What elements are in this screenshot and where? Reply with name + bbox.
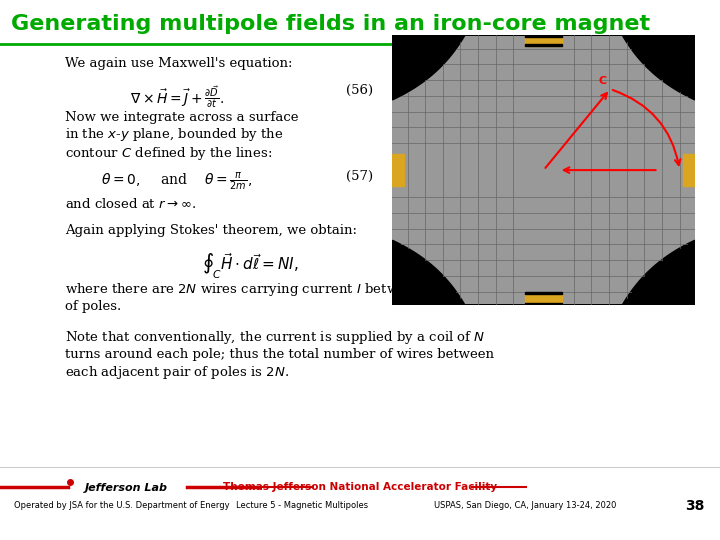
Text: and closed at $r \rightarrow \infty$.: and closed at $r \rightarrow \infty$.: [65, 197, 196, 211]
Bar: [526, 44, 562, 46]
Polygon shape: [549, 240, 695, 540]
Text: (57): (57): [346, 170, 373, 183]
Bar: [526, 35, 562, 46]
Text: (58): (58): [590, 251, 618, 264]
Text: $\nabla \times \vec{H} = \vec{J} + \frac{\partial \vec{D}}{\partial t}.$: $\nabla \times \vec{H} = \vec{J} + \frac…: [130, 84, 224, 110]
Bar: [526, 294, 562, 305]
Polygon shape: [549, 0, 695, 100]
Text: We again use Maxwell's equation:: We again use Maxwell's equation:: [65, 57, 292, 70]
Bar: [526, 35, 562, 37]
Text: $\oint_C \vec{H} \cdot d\vec{\ell} = NI,$: $\oint_C \vec{H} \cdot d\vec{\ell} = NI,…: [202, 251, 298, 281]
Bar: [526, 292, 562, 294]
Polygon shape: [392, 0, 538, 100]
Text: Again applying Stokes' theorem, we obtain:: Again applying Stokes' theorem, we obtai…: [65, 224, 357, 237]
Text: 38: 38: [685, 499, 704, 513]
Text: (56): (56): [346, 84, 373, 97]
Bar: [683, 154, 695, 186]
Text: Thomas Jefferson National Accelerator Facility: Thomas Jefferson National Accelerator Fa…: [223, 482, 497, 492]
Bar: [392, 154, 405, 186]
Polygon shape: [392, 240, 538, 540]
Text: Operated by JSA for the U.S. Department of Energy: Operated by JSA for the U.S. Department …: [14, 502, 230, 510]
Text: $\theta = 0, \quad$ and $\quad \theta = \frac{\pi}{2m},$: $\theta = 0, \quad$ and $\quad \theta = …: [101, 170, 252, 192]
Text: C: C: [598, 76, 606, 86]
Text: where there are $2N$ wires carrying current $I$ between each pair
of poles.: where there are $2N$ wires carrying curr…: [65, 281, 490, 313]
Text: Lecture 5 - Magnetic Multipoles: Lecture 5 - Magnetic Multipoles: [236, 502, 369, 510]
Text: Jefferson Lab: Jefferson Lab: [84, 483, 168, 492]
Bar: [526, 303, 562, 305]
Text: Note that conventionally, the current is supplied by a coil of $N$
turns around : Note that conventionally, the current is…: [65, 329, 494, 381]
Text: Generating multipole fields in an iron-core magnet: Generating multipole fields in an iron-c…: [11, 14, 650, 35]
Text: Now we integrate across a surface
in the $x$-$y$ plane, bounded by the
contour $: Now we integrate across a surface in the…: [65, 111, 298, 163]
Text: USPAS, San Diego, CA, January 13-24, 2020: USPAS, San Diego, CA, January 13-24, 202…: [434, 502, 617, 510]
